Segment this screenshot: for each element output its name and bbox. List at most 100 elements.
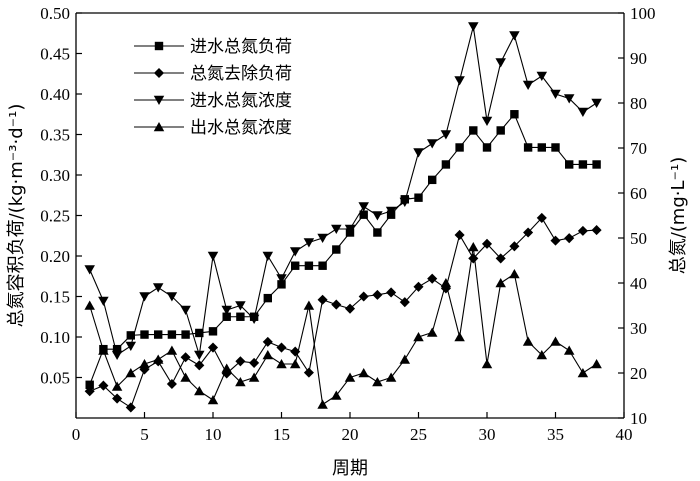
y-left-tick-label: 0.35 (40, 126, 70, 145)
y-left-tick-label: 0.30 (40, 166, 70, 185)
series-2 (84, 212, 602, 413)
data-point (426, 327, 438, 337)
y-right-tick-label: 30 (630, 319, 647, 338)
legend-item: 出水总氮浓度 (134, 118, 292, 138)
data-point (317, 399, 328, 409)
data-point (358, 367, 369, 378)
data-point (372, 211, 383, 221)
data-point (591, 98, 602, 109)
data-point (495, 253, 506, 264)
data-point (235, 301, 246, 311)
y-right-tick-label: 80 (630, 94, 647, 113)
data-point (563, 94, 575, 104)
y-left-tick-label: 0.50 (40, 4, 70, 23)
data-point (441, 160, 451, 169)
data-point (235, 356, 246, 367)
data-point (426, 139, 438, 149)
data-point (276, 342, 287, 353)
data-point (111, 381, 123, 391)
x-tick-label: 10 (205, 425, 222, 444)
legend-marker (153, 67, 165, 79)
data-point (166, 292, 178, 302)
y-right-tick-label: 70 (630, 139, 647, 158)
x-tick-label: 0 (72, 425, 81, 444)
series-1 (85, 110, 601, 389)
data-point (591, 358, 602, 369)
data-point (262, 349, 274, 360)
data-point (468, 22, 479, 32)
x-tick-label: 25 (410, 425, 427, 444)
data-point (207, 251, 219, 262)
data-point (469, 126, 478, 135)
data-point (495, 58, 506, 68)
data-point (221, 305, 232, 316)
data-point (166, 378, 177, 390)
data-point (344, 224, 356, 235)
data-point (289, 247, 301, 257)
data-point (317, 233, 328, 244)
data-point (468, 241, 479, 252)
y-left-tick-label: 0.25 (40, 207, 70, 226)
data-point (550, 89, 561, 100)
data-point (454, 331, 465, 342)
data-point (331, 224, 342, 235)
y-left-tick-label: 0.20 (40, 247, 70, 266)
data-point (152, 283, 164, 293)
data-point (289, 358, 301, 369)
legend-marker (154, 41, 164, 51)
ticks: 0 5 10 15 20 25 30 35 40 0.05 0.10 0.15 0.20 0.25 0.30… (40, 4, 655, 444)
data-point (536, 212, 547, 223)
legend-item: 进水总氮负荷 (134, 37, 292, 57)
series-line (89, 26, 597, 356)
data-point (303, 300, 315, 310)
data-point (111, 350, 123, 361)
x-tick-label: 20 (342, 425, 359, 444)
data-point (413, 331, 424, 342)
data-point (221, 368, 232, 379)
data-point (331, 299, 342, 310)
data-point (550, 235, 561, 246)
data-point (248, 372, 260, 382)
data-point (291, 261, 300, 270)
data-point (359, 210, 368, 219)
data-point (564, 233, 575, 244)
data-point (249, 357, 260, 368)
data-point (139, 292, 150, 302)
data-point (317, 294, 328, 305)
y-left-tick-label: 0.45 (40, 45, 70, 64)
y-right-tick-label: 20 (630, 364, 647, 383)
data-point (536, 349, 548, 360)
data-point (303, 238, 315, 248)
data-point (522, 336, 534, 346)
data-point (167, 330, 177, 339)
data-point (112, 344, 122, 354)
data-point (577, 225, 588, 236)
x-tick-label: 15 (273, 425, 290, 444)
data-point (318, 261, 327, 270)
data-point (523, 143, 533, 152)
data-point (125, 367, 137, 378)
y-right-tick-label: 50 (630, 229, 647, 248)
data-point (536, 71, 548, 82)
data-point (565, 160, 574, 169)
data-point (577, 107, 589, 118)
legend-label: 总氮去除负荷 (190, 64, 292, 84)
data-point (440, 277, 452, 288)
data-point (194, 360, 205, 371)
data-point (222, 312, 231, 321)
data-point (481, 358, 493, 369)
data-point (563, 345, 575, 355)
data-point (537, 143, 546, 152)
y-left-tick-label: 0.10 (40, 328, 70, 347)
data-point (455, 143, 464, 152)
series-3 (84, 22, 602, 361)
data-point (276, 358, 287, 369)
data-point (358, 291, 369, 302)
data-point (509, 241, 520, 252)
data-point (509, 31, 520, 41)
series-line (89, 217, 597, 409)
data-point (427, 273, 438, 284)
x-axis-title: 周期 (332, 458, 368, 479)
data-point (399, 354, 411, 364)
